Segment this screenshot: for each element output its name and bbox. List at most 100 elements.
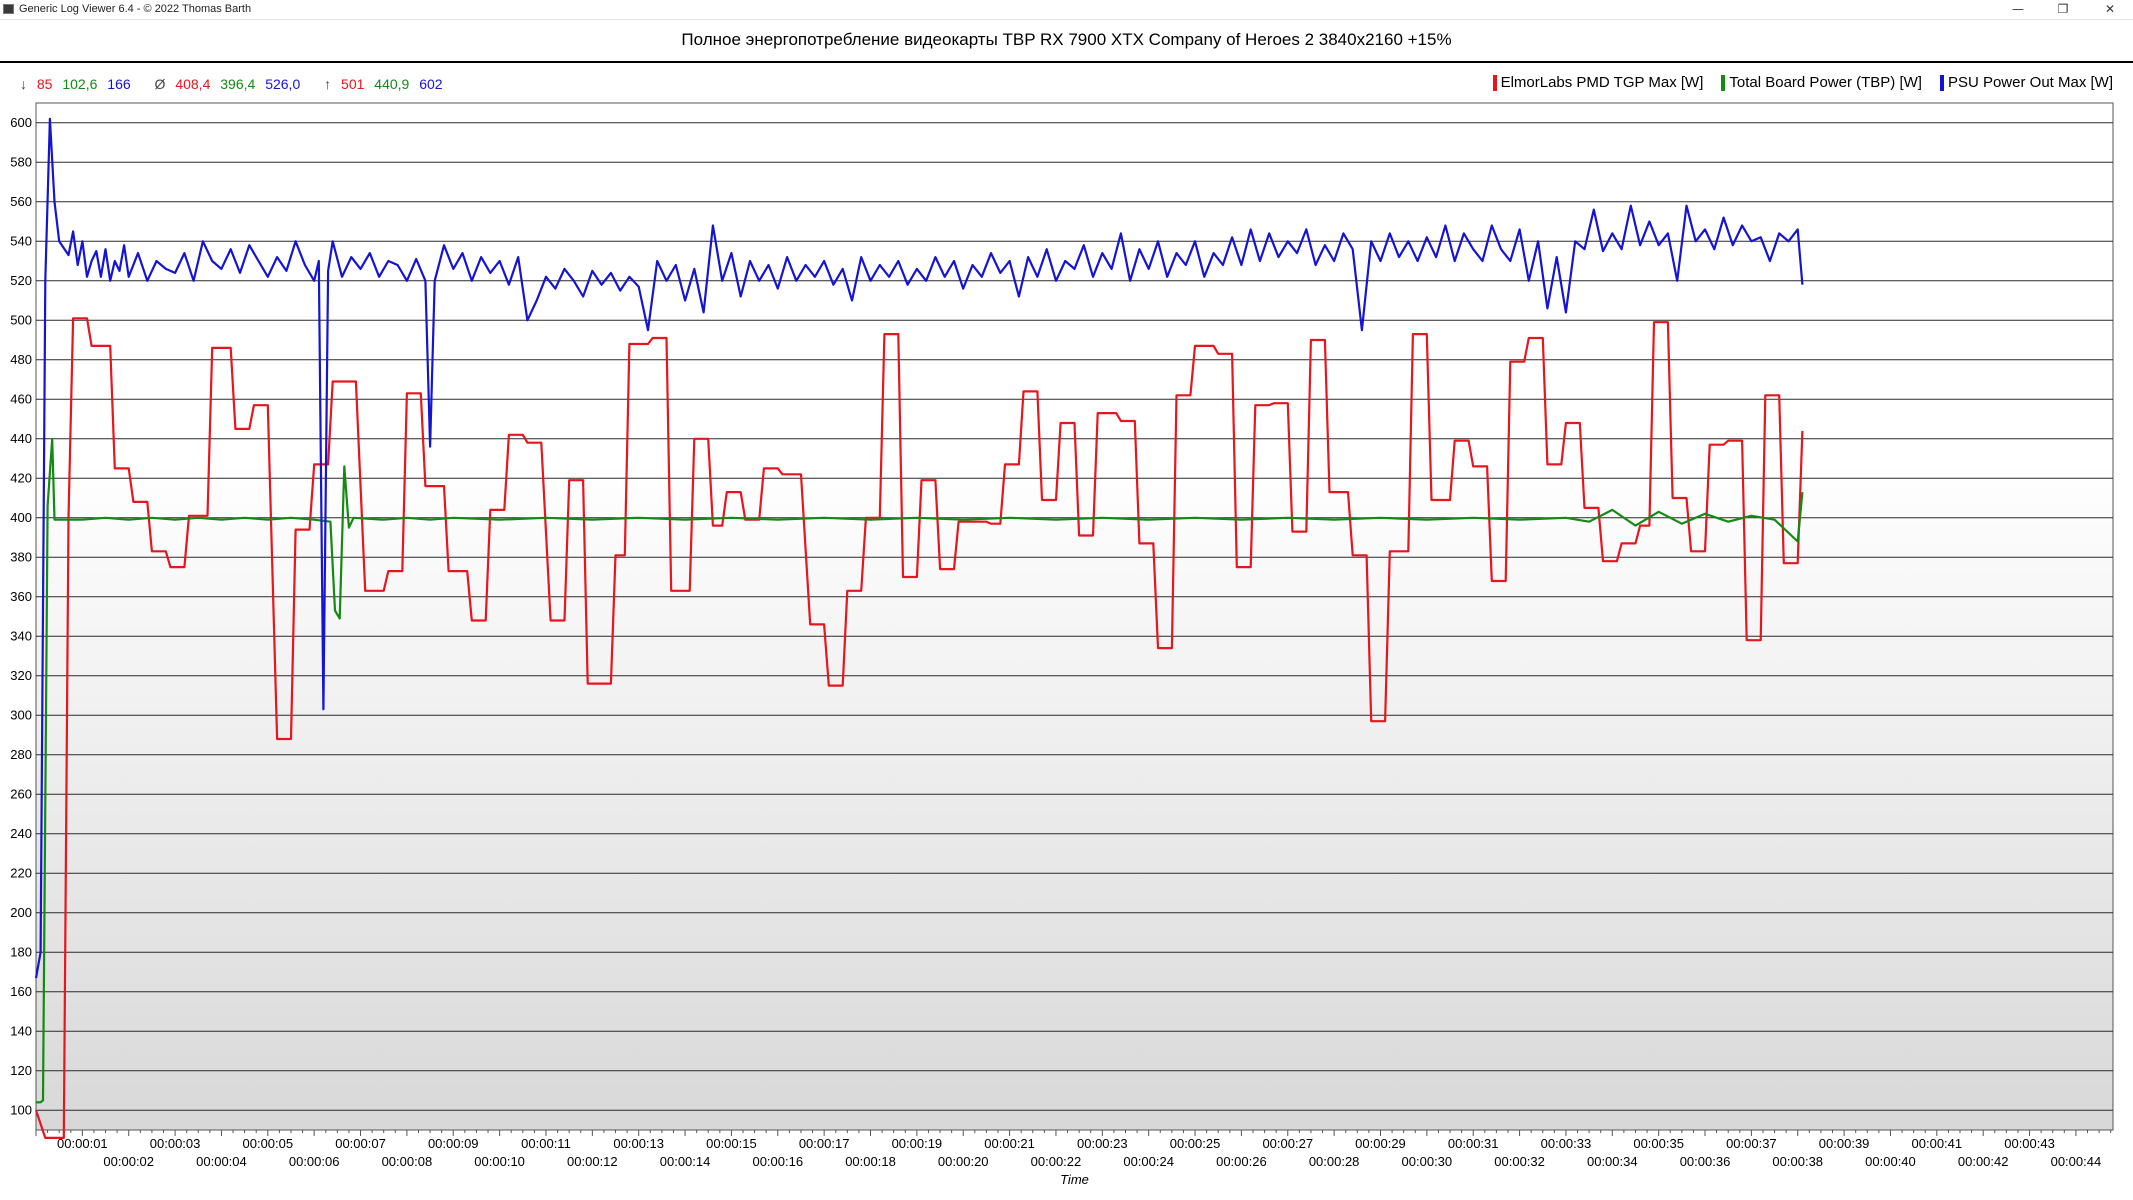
legend-item-tbp[interactable]: Total Board Power (TBP) [W] xyxy=(1721,74,1922,91)
y-tick-label: 340 xyxy=(10,628,32,643)
y-tick-label: 500 xyxy=(10,312,32,327)
x-tick-label: 00:00:15 xyxy=(706,1136,757,1151)
legend-label: PSU Power Out Max [W] xyxy=(1947,74,2113,91)
x-tick-label: 00:00:05 xyxy=(243,1136,294,1151)
y-tick-label: 180 xyxy=(10,944,32,959)
min-arrow-icon: ↓ xyxy=(20,76,27,92)
y-axis: 100 120 140 160 180 200 220 240 260 280 300 320 340 3… xyxy=(10,115,32,1118)
plot-frame xyxy=(35,102,2114,1131)
max-arrow-icon: ↑ xyxy=(324,76,332,92)
x-tick-label: 00:00:39 xyxy=(1819,1136,1870,1151)
series-line-elmorlabs-tgp xyxy=(34,317,1804,1140)
x-tick-label: 00:00:36 xyxy=(1680,1154,1731,1169)
stat-avg-red: 408,4 xyxy=(175,76,211,92)
legend-label: ElmorLabs PMD TGP Max [W] xyxy=(1500,74,1704,91)
x-tick-label: 00:00:32 xyxy=(1494,1154,1545,1169)
stat-avg-green: 396,4 xyxy=(220,76,256,92)
x-tick-label: 00:00:13 xyxy=(613,1136,664,1151)
legend-item-elmorlabs[interactable]: ElmorLabs PMD TGP Max [W] xyxy=(1492,74,1704,91)
stat-max-red: 501 xyxy=(341,76,365,92)
y-tick-label: 280 xyxy=(10,747,32,762)
x-tick-label: 00:00:02 xyxy=(103,1154,154,1169)
x-tick-label: 00:00:17 xyxy=(799,1136,850,1151)
stat-avg-blue: 526,0 xyxy=(265,76,301,92)
y-tick-label: 600 xyxy=(10,115,32,130)
y-tick-label: 160 xyxy=(10,984,32,999)
y-tick-label: 400 xyxy=(10,510,32,525)
x-tick-label: 00:00:44 xyxy=(2051,1154,2102,1169)
x-tick-label: 00:00:03 xyxy=(150,1136,201,1151)
x-tick-label: 00:00:08 xyxy=(382,1154,433,1169)
x-tick-label: 00:00:06 xyxy=(289,1154,340,1169)
y-tick-label: 300 xyxy=(10,707,32,722)
y-tick-label: 560 xyxy=(10,194,32,209)
stat-max-green: 440,9 xyxy=(374,76,410,92)
legend-label: Total Board Power (TBP) [W] xyxy=(1729,74,1922,91)
stat-min-red: 85 xyxy=(36,76,53,92)
series-line-tbp xyxy=(36,437,1804,1104)
x-tick-label: 00:00:34 xyxy=(1587,1154,1638,1169)
stat-min-green: 102,6 xyxy=(62,76,98,92)
x-tick-label: 00:00:01 xyxy=(57,1136,108,1151)
title-divider xyxy=(0,61,2133,63)
x-tick-label: 00:00:10 xyxy=(474,1154,525,1169)
y-tick-label: 420 xyxy=(10,470,32,485)
y-tick-label: 200 xyxy=(10,905,32,920)
x-tick-label: 00:00:20 xyxy=(938,1154,989,1169)
chart-title: Полное энергопотребление видеокарты TBP … xyxy=(681,30,1452,49)
x-tick-label: 00:00:23 xyxy=(1077,1136,1128,1151)
y-tick-label: 540 xyxy=(10,233,32,248)
y-tick-label: 140 xyxy=(10,1023,32,1038)
y-tick-label: 380 xyxy=(10,549,32,564)
x-tick-label: 00:00:16 xyxy=(752,1154,803,1169)
y-tick-label: 580 xyxy=(10,154,32,169)
y-tick-label: 480 xyxy=(10,352,32,367)
x-tick-label: 00:00:27 xyxy=(1262,1136,1313,1151)
chart-legend: ElmorLabs PMD TGP Max [W] Total Board Po… xyxy=(1492,74,2113,91)
y-tick-label: 120 xyxy=(10,1063,32,1078)
x-tick-label: 00:00:24 xyxy=(1123,1154,1174,1169)
x-tick-label: 00:00:21 xyxy=(984,1136,1035,1151)
x-tick-label: 00:00:37 xyxy=(1726,1136,1777,1151)
stats-max: ↑ 501 440,9 602 xyxy=(324,76,448,92)
close-button[interactable]: ✕ xyxy=(2104,2,2116,16)
x-tick-label: 00:00:04 xyxy=(196,1154,247,1169)
plot-background xyxy=(36,103,2113,1130)
x-axis-label: Time xyxy=(1060,1172,1089,1187)
series-lines xyxy=(34,117,1804,1140)
y-tick-label: 460 xyxy=(10,391,32,406)
window-title: Generic Log Viewer 6.4 - © 2022 Thomas B… xyxy=(19,3,252,15)
x-tick-label: 00:00:26 xyxy=(1216,1154,1267,1169)
legend-item-psu[interactable]: PSU Power Out Max [W] xyxy=(1939,74,2113,91)
x-tick-label: 00:00:38 xyxy=(1772,1154,1823,1169)
stat-max-blue: 602 xyxy=(419,76,443,92)
x-tick-label: 00:00:42 xyxy=(1958,1154,2009,1169)
stats-avg: Ø 408,4 396,4 526,0 xyxy=(155,76,311,92)
x-tick-label: 00:00:40 xyxy=(1865,1154,1916,1169)
x-tick-label: 00:00:19 xyxy=(892,1136,943,1151)
window-titlebar: Generic Log Viewer 6.4 - © 2022 Thomas B… xyxy=(0,0,2133,20)
legend-swatch-blue xyxy=(1939,74,1944,91)
x-tick-label: 00:00:31 xyxy=(1448,1136,1499,1151)
x-tick-label: 00:00:43 xyxy=(2004,1136,2055,1151)
y-tick-label: 100 xyxy=(10,1102,32,1117)
x-tick-label: 00:00:30 xyxy=(1402,1154,1453,1169)
x-tick-label: 00:00:09 xyxy=(428,1136,479,1151)
stats-bar: ↓ 85 102,6 166 Ø 408,4 396,4 526,0 ↑ 501… xyxy=(20,76,463,92)
y-tick-label: 220 xyxy=(10,865,32,880)
x-tick-label: 00:00:29 xyxy=(1355,1136,1406,1151)
maximize-button[interactable]: ❐ xyxy=(2057,2,2069,16)
series-line-psu-out xyxy=(34,117,1804,979)
y-tick-label: 260 xyxy=(10,786,32,801)
avg-symbol-icon: Ø xyxy=(154,76,166,92)
stat-min-blue: 166 xyxy=(107,76,131,92)
x-tick-label: 00:00:41 xyxy=(1912,1136,1963,1151)
app-icon xyxy=(3,4,14,14)
x-tick-label: 00:00:22 xyxy=(1031,1154,1082,1169)
minimize-button[interactable]: — xyxy=(2012,2,2024,16)
stats-min: ↓ 85 102,6 166 xyxy=(20,76,141,92)
legend-swatch-green xyxy=(1721,74,1726,91)
x-tick-label: 00:00:35 xyxy=(1633,1136,1684,1151)
x-axis: 00:00:01 00:00:03 00:00:05 00:00:07 00:00:09… xyxy=(35,1130,2112,1169)
